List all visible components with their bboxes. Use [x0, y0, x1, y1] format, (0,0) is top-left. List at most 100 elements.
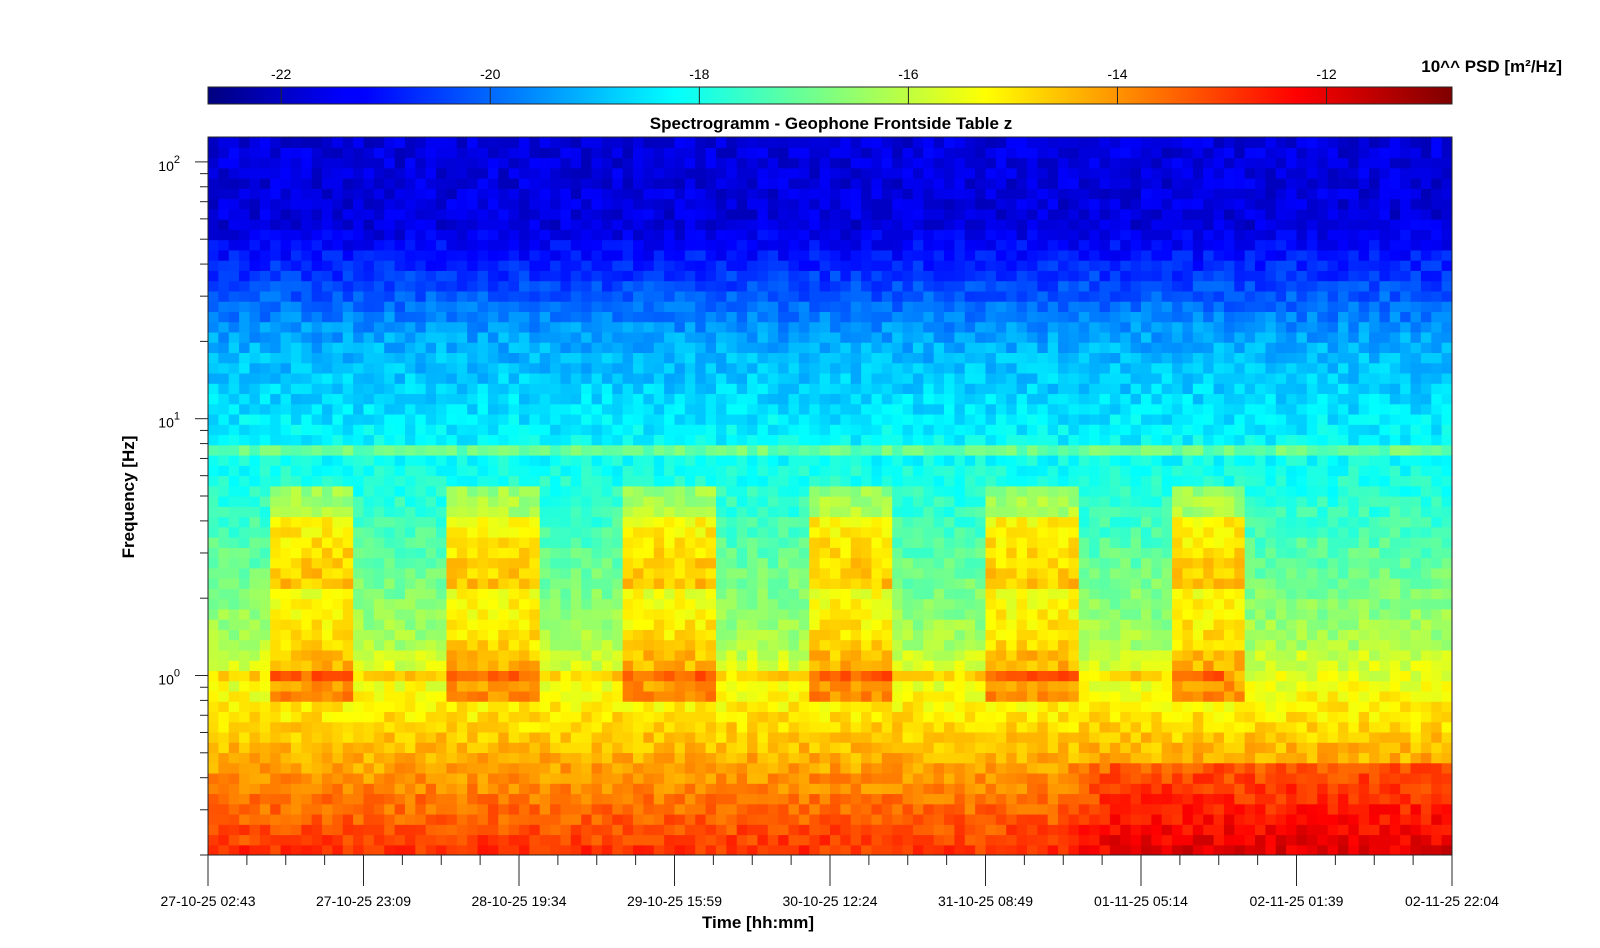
heatmap-cell [332, 639, 344, 651]
heatmap-cell [353, 660, 365, 671]
heatmap-cell [964, 649, 976, 661]
heatmap-cell [912, 649, 924, 661]
heatmap-cell [1234, 537, 1246, 548]
heatmap-cell [581, 731, 593, 743]
heatmap-cell [788, 772, 800, 784]
heatmap-cell [373, 516, 385, 528]
heatmap-cell [487, 526, 499, 538]
heatmap-cell [519, 752, 530, 764]
heatmap-cell [1172, 752, 1184, 764]
heatmap-cell [1296, 690, 1308, 702]
heatmap-cell [1099, 731, 1111, 743]
heatmap-cell [332, 649, 344, 661]
heatmap-cell [819, 434, 831, 446]
heatmap-cell [1337, 783, 1349, 795]
heatmap-cell [394, 670, 406, 682]
heatmap-cell [674, 547, 686, 559]
heatmap-cell [1120, 690, 1132, 702]
heatmap-cell [643, 475, 655, 487]
heatmap-cell [311, 424, 323, 436]
heatmap-cell [923, 588, 935, 600]
heatmap-cell [373, 680, 385, 692]
heatmap-cell [1172, 598, 1184, 610]
heatmap-cell [747, 506, 759, 518]
heatmap-cell [1161, 557, 1173, 569]
heatmap-cell [208, 834, 219, 846]
heatmap-cell [923, 690, 935, 702]
heatmap-cell [830, 824, 841, 836]
heatmap-cell [1255, 537, 1266, 548]
heatmap-cell [280, 537, 292, 548]
heatmap-cell [560, 475, 572, 487]
heatmap-cell [767, 639, 779, 651]
heatmap-cell [467, 762, 479, 774]
heatmap-cell [684, 721, 696, 733]
heatmap-cell [487, 752, 499, 764]
heatmap-cell [1058, 660, 1070, 671]
heatmap-cell [342, 670, 354, 682]
heatmap-cell [1130, 844, 1142, 855]
heatmap-cell [425, 557, 437, 569]
heatmap-cell [1317, 557, 1329, 569]
heatmap-cell [684, 475, 696, 487]
heatmap-cell [1389, 649, 1401, 661]
heatmap-cell [1306, 813, 1318, 825]
heatmap-cell [1109, 578, 1121, 589]
heatmap-cell [1172, 844, 1184, 855]
heatmap-cell [1410, 496, 1422, 507]
heatmap-cell [664, 772, 676, 784]
heatmap-cell [861, 537, 873, 548]
heatmap-cell [1410, 772, 1422, 784]
heatmap-cell [840, 680, 852, 692]
heatmap-cell [747, 680, 759, 692]
heatmap-cell [1306, 701, 1318, 712]
heatmap-cell [467, 506, 479, 518]
heatmap-cell [1306, 834, 1318, 846]
heatmap-cell [1317, 803, 1329, 815]
heatmap-cell [1234, 680, 1246, 692]
heatmap-cell [446, 434, 458, 446]
heatmap-cell [788, 444, 800, 456]
heatmap-cell [1203, 516, 1215, 528]
heatmap-cell [923, 567, 935, 579]
heatmap-cell [1068, 803, 1080, 815]
heatmap-cell [902, 526, 914, 538]
heatmap-cell [944, 619, 955, 630]
heatmap-cell [1161, 639, 1173, 651]
heatmap-cell [871, 731, 883, 743]
heatmap-cell [332, 660, 344, 671]
heatmap-cell [280, 742, 292, 754]
heatmap-cell [415, 834, 427, 846]
heatmap-cell [1026, 598, 1038, 610]
heatmap-cell [446, 649, 458, 661]
heatmap-cell [1389, 731, 1401, 743]
heatmap-cell [798, 526, 810, 538]
heatmap-cell [1141, 680, 1152, 692]
heatmap-cell [778, 783, 790, 795]
heatmap-cell [601, 434, 613, 446]
heatmap-cell [539, 526, 551, 538]
heatmap-cell [788, 844, 800, 855]
heatmap-cell [798, 721, 810, 733]
heatmap-cell [643, 813, 655, 825]
heatmap-cell [715, 783, 727, 795]
heatmap-cell [684, 557, 696, 569]
heatmap-cell [1441, 742, 1452, 754]
heatmap-cell [342, 516, 354, 528]
heatmap-cell [1213, 742, 1225, 754]
heatmap-cell [1172, 434, 1184, 446]
heatmap-cell [218, 454, 230, 466]
heatmap-cell [715, 690, 727, 702]
heatmap-cell [1141, 670, 1152, 682]
heatmap-cell [280, 803, 292, 815]
heatmap-cell [1047, 496, 1059, 507]
heatmap-cell [1369, 557, 1381, 569]
heatmap-cell [290, 485, 302, 497]
heatmap-cell [1265, 793, 1277, 805]
heatmap-cell [923, 496, 935, 507]
heatmap-cell [1255, 567, 1266, 579]
heatmap-cell [1420, 721, 1432, 733]
heatmap-cell [1130, 516, 1142, 528]
heatmap-cell [487, 475, 499, 487]
heatmap-cell [861, 660, 873, 671]
